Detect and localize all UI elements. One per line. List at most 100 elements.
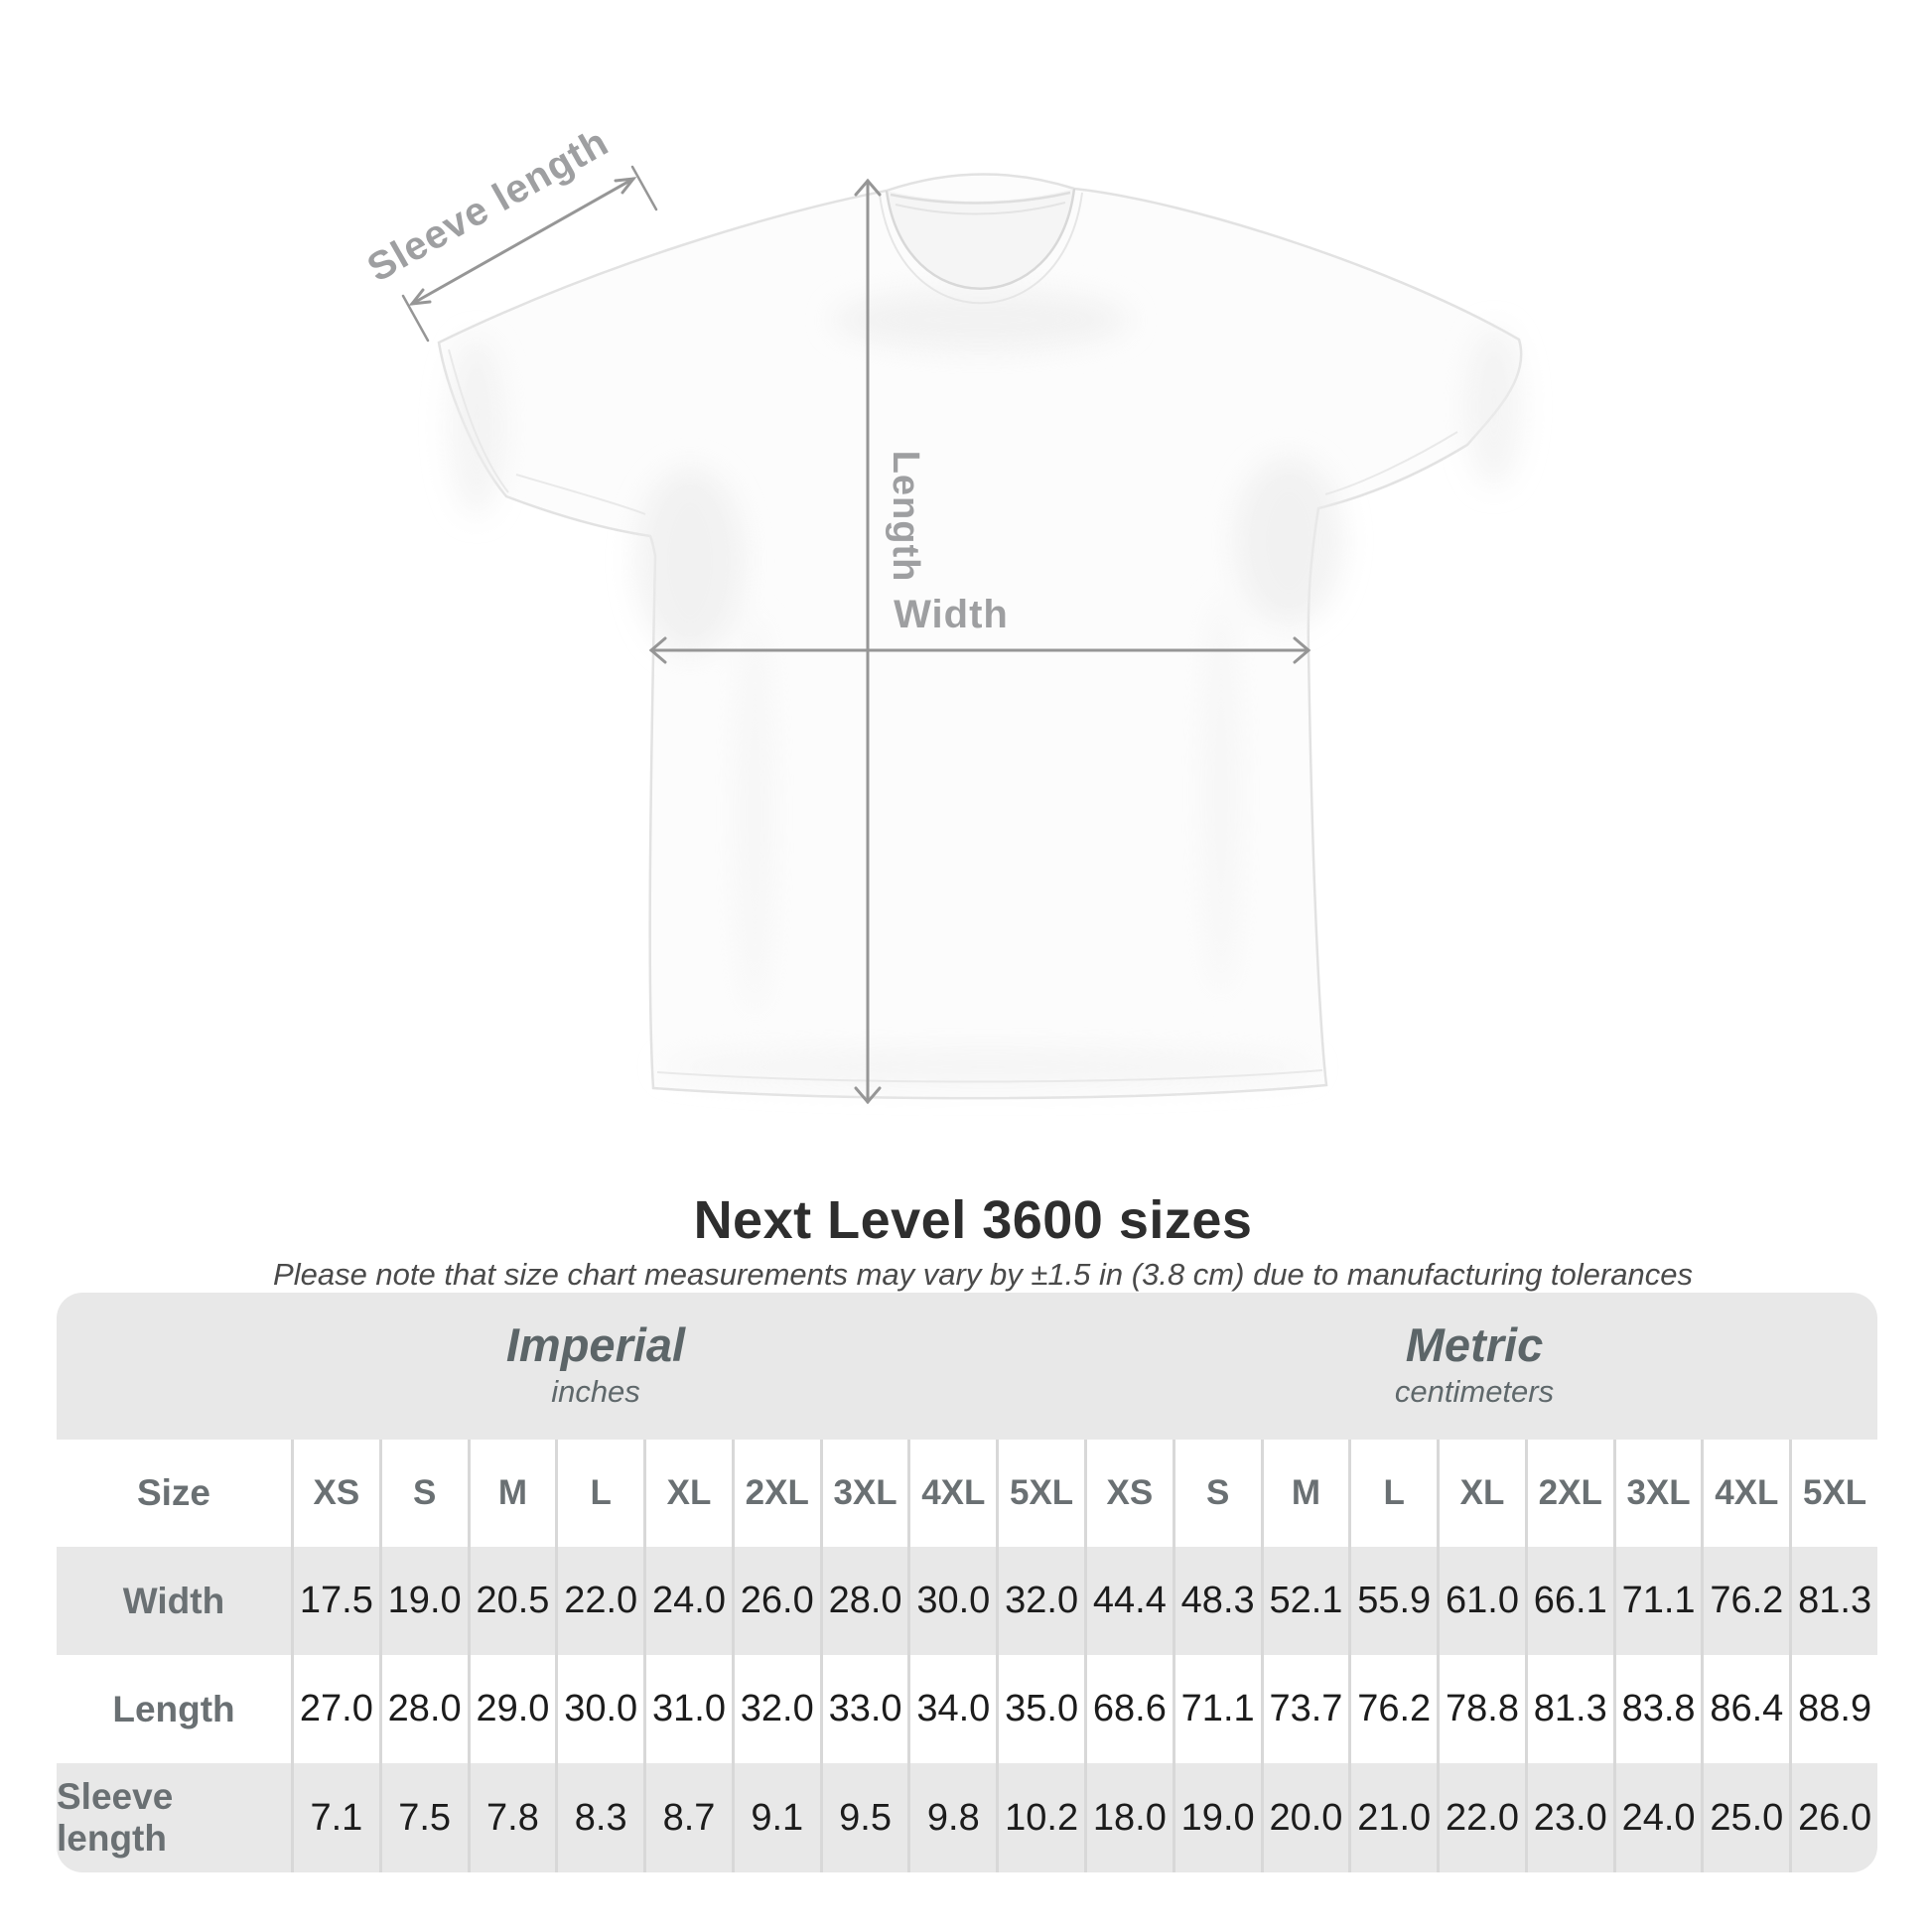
sleeve-length-label: Sleeve length [360, 120, 616, 291]
table-row-sleeve-length: Sleeve length 7.1 7.5 7.8 8.3 8.7 9.1 9.… [57, 1763, 1877, 1872]
width-label: Width [894, 593, 1009, 636]
table-cell: 17.5 [291, 1547, 379, 1655]
size-row-label: Size [136, 1472, 211, 1513]
table-row-length: Length 27.0 28.0 29.0 30.0 31.0 32.0 33.… [57, 1655, 1877, 1763]
table-cell: 76.2 [1348, 1655, 1437, 1763]
metric-group-header: Metric centimeters [1395, 1293, 1554, 1412]
seam-lines [448, 348, 1458, 1083]
row-label: Width [122, 1580, 225, 1621]
column-header: M [1260, 1440, 1349, 1547]
tolerance-note: Please note that size chart measurements… [273, 1257, 1693, 1292]
column-header: XL [643, 1440, 732, 1547]
table-cell: 28.0 [378, 1655, 468, 1763]
table-cell: 73.7 [1260, 1655, 1349, 1763]
column-header: 2XL [731, 1440, 820, 1547]
table-cell: 19.0 [378, 1547, 468, 1655]
table-row-sizes: Size XS S M L XL 2XL 3XL 4XL 5XL XS S M … [57, 1440, 1877, 1547]
table-cell: 33.0 [819, 1655, 908, 1763]
table-cell: 25.0 [1701, 1763, 1789, 1872]
table-cell: 71.1 [1612, 1547, 1702, 1655]
table-row-width: Width 17.5 19.0 20.5 22.0 24.0 26.0 28.0… [57, 1547, 1877, 1655]
column-header: S [1172, 1440, 1261, 1547]
table-cell: 34.0 [907, 1655, 996, 1763]
table-cell: 68.6 [1084, 1655, 1173, 1763]
table-cell: 7.1 [291, 1763, 379, 1872]
column-header: L [1348, 1440, 1437, 1547]
column-header: 4XL [907, 1440, 996, 1547]
table-cell: 9.8 [907, 1763, 996, 1872]
table-cell: 7.8 [467, 1763, 556, 1872]
table-cell: 23.0 [1524, 1763, 1613, 1872]
imperial-group-header: Imperial inches [506, 1293, 685, 1412]
length-label: Length [885, 451, 926, 583]
table-cell: 24.0 [1612, 1763, 1702, 1872]
metric-label: Metric [1405, 1318, 1544, 1371]
page-title: Next Level 3600 sizes [693, 1190, 1253, 1250]
table-cell: 30.0 [907, 1547, 996, 1655]
table-cell: 83.8 [1612, 1655, 1702, 1763]
table-cell: 8.7 [643, 1763, 732, 1872]
column-header: M [467, 1440, 556, 1547]
table-cell: 48.3 [1172, 1547, 1261, 1655]
column-header: L [555, 1440, 643, 1547]
table-cell: 8.3 [555, 1763, 643, 1872]
column-header: 3XL [819, 1440, 908, 1547]
column-header: 5XL [1789, 1440, 1877, 1547]
table-cell: 29.0 [467, 1655, 556, 1763]
table-cell: 32.0 [731, 1655, 820, 1763]
table-cell: 7.5 [378, 1763, 468, 1872]
table-cell: 44.4 [1084, 1547, 1173, 1655]
column-header: 3XL [1612, 1440, 1702, 1547]
table-cell: 86.4 [1701, 1655, 1789, 1763]
imperial-label: Imperial [505, 1318, 686, 1371]
table-cell: 9.5 [819, 1763, 908, 1872]
width-arrow [648, 636, 1311, 664]
column-header: 2XL [1524, 1440, 1613, 1547]
table-cell: 24.0 [643, 1547, 732, 1655]
table-cell: 35.0 [996, 1655, 1084, 1763]
table-cell: 26.0 [1789, 1763, 1877, 1872]
length-arrow [854, 178, 882, 1105]
table-cell: 20.0 [1260, 1763, 1349, 1872]
table-cell: 28.0 [819, 1547, 908, 1655]
table-cell: 21.0 [1348, 1763, 1437, 1872]
table-cell: 52.1 [1260, 1547, 1349, 1655]
row-label: Sleeve length [57, 1776, 174, 1859]
imperial-unit-label: inches [551, 1374, 640, 1409]
column-header: S [378, 1440, 468, 1547]
metric-unit-label: centimeters [1394, 1374, 1555, 1409]
table-cell: 88.9 [1789, 1655, 1877, 1763]
column-header: XS [291, 1440, 379, 1547]
table-cell: 81.3 [1789, 1547, 1877, 1655]
table-cell: 31.0 [643, 1655, 732, 1763]
column-header: 4XL [1701, 1440, 1789, 1547]
row-label: Length [112, 1688, 235, 1729]
table-cell: 71.1 [1172, 1655, 1261, 1763]
table-cell: 19.0 [1172, 1763, 1261, 1872]
size-table: Imperial inches Metric centimeters Size … [57, 1293, 1877, 1872]
sleeve-arrow [401, 165, 658, 343]
collar [879, 188, 1083, 305]
table-cell: 22.0 [555, 1547, 643, 1655]
table-cell: 32.0 [996, 1547, 1084, 1655]
table-cell: 26.0 [731, 1547, 820, 1655]
table-cell: 76.2 [1701, 1547, 1789, 1655]
table-cell: 30.0 [555, 1655, 643, 1763]
table-cell: 81.3 [1524, 1655, 1613, 1763]
shirt-shading [449, 288, 1522, 1085]
table-cell: 22.0 [1437, 1763, 1525, 1872]
unit-header-band: Imperial inches Metric centimeters [57, 1293, 1877, 1440]
column-header: XS [1084, 1440, 1173, 1547]
table-cell: 9.1 [731, 1763, 820, 1872]
column-header: 5XL [996, 1440, 1084, 1547]
table-cell: 55.9 [1348, 1547, 1437, 1655]
table-cell: 10.2 [996, 1763, 1084, 1872]
table-cell: 61.0 [1437, 1547, 1525, 1655]
column-header: XL [1437, 1440, 1525, 1547]
table-cell: 20.5 [467, 1547, 556, 1655]
table-cell: 66.1 [1524, 1547, 1613, 1655]
table-cell: 27.0 [291, 1655, 379, 1763]
table-cell: 18.0 [1084, 1763, 1173, 1872]
